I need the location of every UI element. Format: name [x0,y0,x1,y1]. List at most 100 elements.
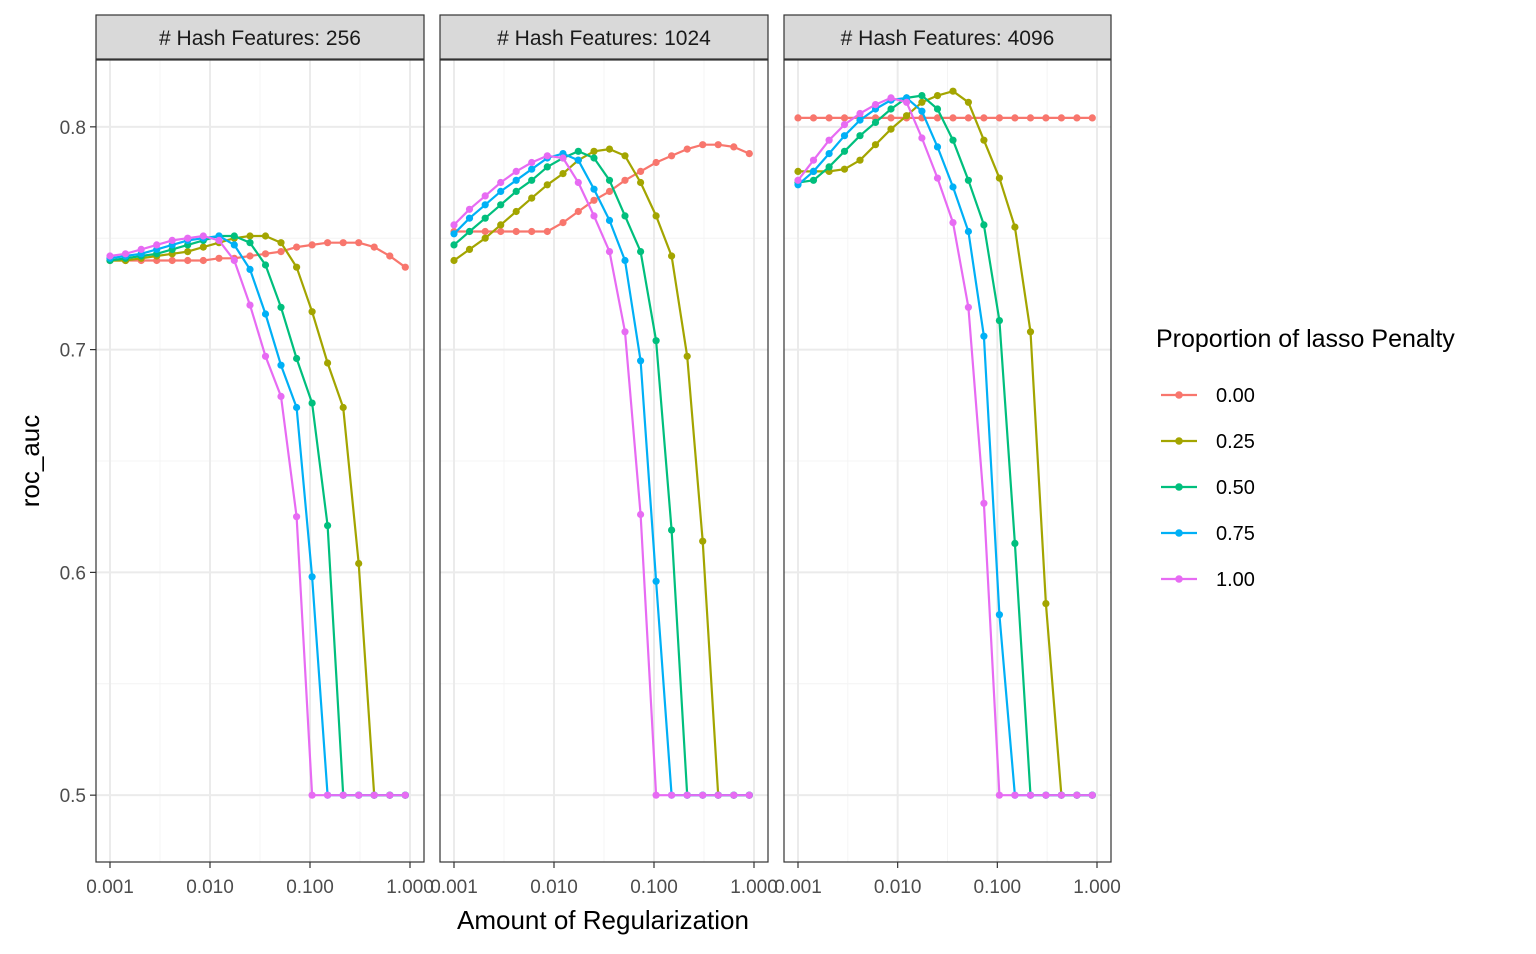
data-point [528,158,536,167]
data-point [230,241,238,249]
legend-key-point [1175,437,1183,445]
data-point [168,256,176,265]
data-point [887,125,895,133]
facet-strip-label: # Hash Features: 1024 [497,27,711,50]
data-point [497,201,505,209]
data-point [980,136,988,144]
data-point [856,109,864,118]
x-axis-title: Amount of Regularization [457,905,749,935]
data-point [995,114,1004,122]
data-point [199,232,207,240]
legend-key: 0.25 [1161,431,1255,453]
y-tick-label: 0.8 [60,118,86,139]
data-point [246,252,254,260]
data-point [293,243,301,251]
data-point [840,147,849,155]
data-point [825,114,833,122]
legend-key-point [1175,483,1183,491]
data-point [809,156,818,164]
data-point [481,227,489,236]
data-point [308,399,316,407]
data-point [964,176,973,184]
facet-panel: # Hash Features: 1024 0.001 0.010 0.100 1.00… [430,14,778,898]
data-point [903,112,911,120]
data-point [980,221,988,229]
data-point [199,243,207,251]
data-point [652,212,660,220]
legend: Proportion of lasso Penalty 0.00 0.25 0.50… [1156,325,1455,591]
data-point [1073,114,1081,122]
x-tick-label: 1.000 [386,877,434,898]
data-point [246,232,254,240]
data-point [497,221,505,229]
y-tick-label: 0.5 [60,786,86,807]
data-point [840,132,849,140]
data-point [652,577,660,585]
data-point [745,150,753,158]
data-point [465,227,474,236]
y-axis-title: roc_auc [15,415,45,508]
data-point [949,183,957,191]
data-point [528,194,536,202]
facet-strip-label: # Hash Features: 256 [159,27,361,50]
data-point [933,174,942,182]
data-point [1011,223,1019,231]
data-point [1026,114,1035,122]
y-axis: 0.5 0.6 0.7 0.8 [60,118,96,807]
data-point [481,192,489,200]
data-point [637,248,645,256]
data-point [605,248,614,256]
data-point [559,170,567,178]
data-point [574,147,582,155]
data-point [918,134,926,142]
data-point [590,212,598,220]
y-tick-label: 0.6 [60,563,86,584]
data-point [794,167,802,175]
x-tick-label: 0.100 [974,877,1022,898]
data-point [246,265,254,273]
data-point [497,178,505,187]
data-point [574,207,582,216]
data-point [1011,539,1019,548]
data-point [933,143,942,151]
data-point [528,165,536,173]
data-point [481,201,489,209]
data-point [1026,328,1035,336]
data-point [964,303,973,311]
data-point [840,121,849,129]
x-tick-label: 0.100 [630,877,678,898]
data-point [308,791,316,799]
data-point [605,176,614,184]
legend-label: 0.75 [1216,523,1255,545]
data-point [605,216,614,224]
data-point [794,114,802,122]
data-point [199,256,207,265]
legend-label: 0.50 [1216,477,1255,499]
data-point [918,107,926,115]
data-point [809,176,818,184]
data-point [730,143,738,151]
data-point [293,403,301,412]
legend-key-point [1175,529,1183,537]
data-point [1042,114,1050,122]
x-tick-label: 0.010 [530,877,578,898]
data-point [293,513,301,521]
data-point [871,141,880,149]
legend-key: 0.75 [1161,523,1255,545]
data-point [1026,791,1035,799]
data-point [355,791,363,799]
data-point [871,101,880,109]
data-point [949,114,957,122]
data-point [887,94,895,102]
data-point [512,227,520,236]
data-point [339,791,347,799]
data-point [261,310,270,318]
data-point [261,250,270,258]
data-point [980,114,988,122]
data-point [699,791,707,799]
data-point [497,187,505,195]
panel-border [783,59,1112,863]
panel-border [95,59,425,863]
